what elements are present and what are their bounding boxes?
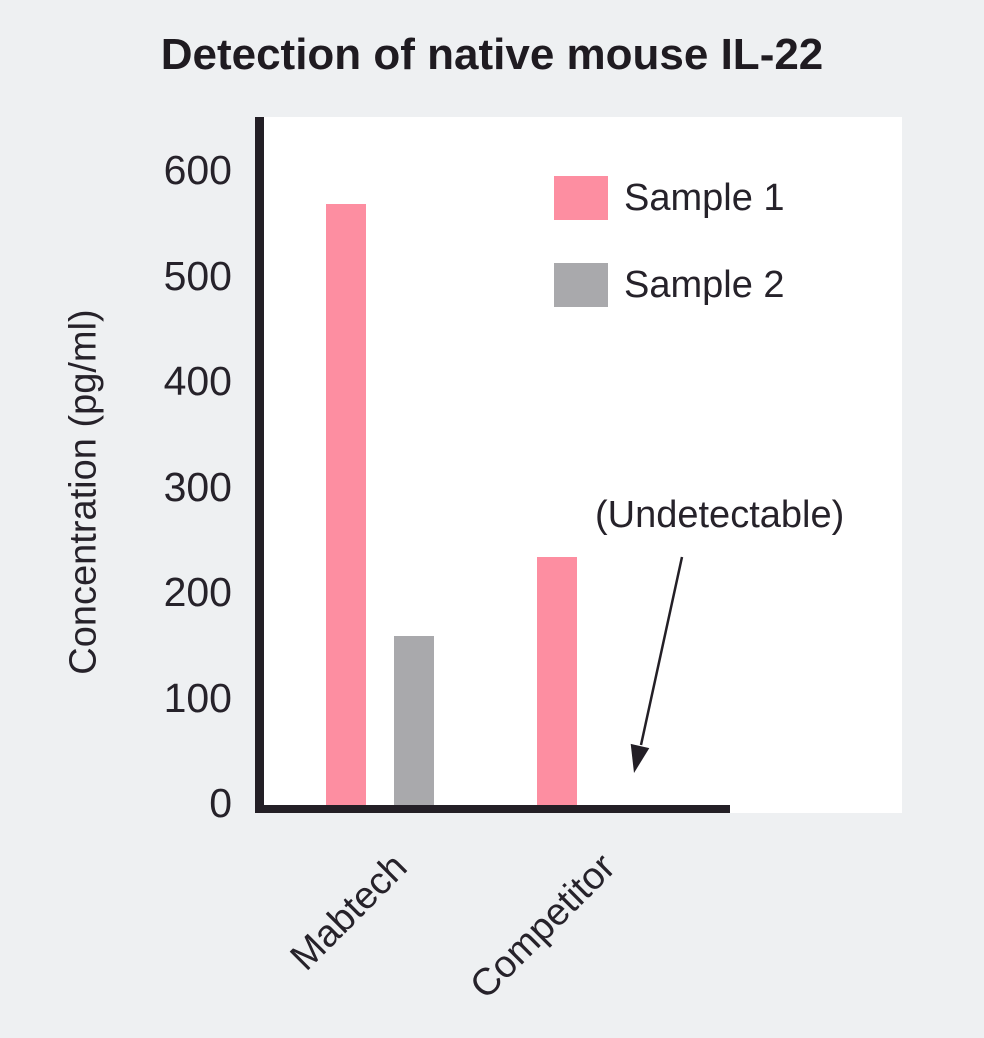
y-tick-label-400: 400 xyxy=(163,358,232,404)
y-tick-label-500: 500 xyxy=(163,252,232,299)
y-tick-label-100: 100 xyxy=(163,674,232,721)
y-tick-label-300: 300 xyxy=(163,463,232,510)
chart-title: Detection of native mouse IL-22 xyxy=(160,30,824,79)
bar-competitor-sample-1 xyxy=(537,557,577,805)
legend-label-sample-2: Sample 2 xyxy=(624,263,785,306)
legend-item-sample-1: Sample 1 xyxy=(554,176,785,220)
x-tick-label-mabtech: Mabtech xyxy=(282,846,416,979)
y-axis-line xyxy=(255,117,264,813)
legend-item-sample-2: Sample 2 xyxy=(554,263,785,307)
bar-mabtech-sample-1 xyxy=(326,204,366,805)
y-tick-label-600: 600 xyxy=(163,147,232,193)
y-tick-label-200: 200 xyxy=(163,569,232,615)
x-tick-label-competitor: Competitor xyxy=(462,846,624,1008)
legend-swatch-sample-1 xyxy=(554,176,608,220)
legend-swatch-sample-2 xyxy=(554,263,608,307)
legend-label-sample-1: Sample 1 xyxy=(624,176,785,219)
x-axis-line xyxy=(255,805,730,813)
bar-mabtech-sample-2 xyxy=(394,636,434,805)
undetectable-annotation: (Undetectable) xyxy=(595,494,845,536)
legend: Sample 1 Sample 2 xyxy=(554,176,785,307)
y-tick-label-0: 0 xyxy=(209,780,232,826)
